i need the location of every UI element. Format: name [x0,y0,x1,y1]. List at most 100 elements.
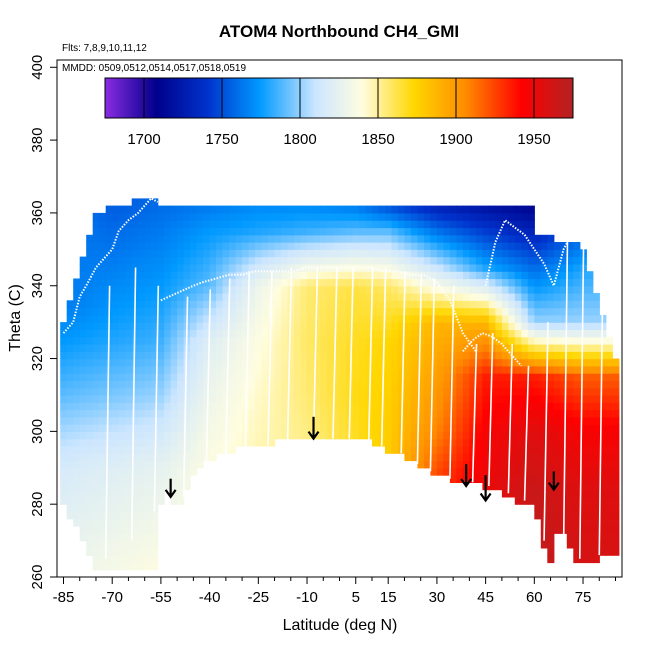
heat-cell [86,547,94,556]
heat-cell [443,205,451,214]
heat-cell [397,329,405,338]
heat-cell [359,380,367,389]
heat-cell [151,416,159,425]
heat-cell [495,431,503,440]
heat-cell [86,445,94,454]
heat-cell [605,424,613,432]
heat-cell [92,402,100,411]
heat-cell [274,293,282,301]
heat-cell [320,256,328,265]
heat-cell [242,278,250,287]
heat-cell [339,329,347,338]
heat-cell [248,212,256,221]
heat-cell [216,285,224,294]
heat-cell [326,278,334,287]
heat-cell [144,482,152,491]
heat-cell [157,467,165,476]
heat-cell [164,351,172,360]
heat-cell [514,387,522,396]
heat-cell [294,416,302,425]
heat-cell [612,496,620,505]
heat-cell [118,547,126,556]
heat-cell [177,475,185,483]
heat-cell [131,220,139,229]
heat-cell [346,307,354,316]
heat-cell [255,263,263,272]
heat-cell [320,293,328,301]
heat-cell [144,293,152,301]
heat-cell [553,526,561,534]
heat-cell [579,547,587,556]
y-tick-label: 380 [29,128,46,153]
heat-cell [410,431,418,440]
heat-cell [170,431,178,440]
heat-cell [131,387,139,396]
heat-cell [540,453,548,462]
heat-cell [385,387,393,396]
heat-cell [579,336,587,345]
heat-cell [125,467,133,476]
heat-cell [612,409,620,418]
heat-cell [404,263,412,272]
heat-cell [410,453,418,462]
heat-cell [138,234,146,243]
heat-cell [359,395,367,403]
heat-cell [540,395,548,403]
heat-cell [430,467,438,476]
heat-cell [255,336,263,345]
heat-cell [248,329,256,338]
heat-cell [495,351,503,360]
heat-cell [274,263,282,272]
heat-cell [592,365,600,374]
heat-cell [397,242,405,250]
heat-cell [553,358,561,367]
heat-cell [501,424,509,432]
heat-cell [527,205,535,214]
heat-cell [138,482,146,491]
heat-cell [242,322,250,330]
heat-cell [177,409,185,418]
heat-cell [92,526,100,534]
heat-cell [573,555,581,564]
heat-cell [573,263,581,272]
heat-cell [339,242,347,250]
heat-cell [540,351,548,360]
heat-cell [268,438,276,447]
heat-cell [235,285,243,294]
heat-cell [131,409,139,418]
heat-cell [79,293,87,301]
heat-cell [281,278,289,287]
heat-cell [138,533,146,542]
heat-cell [144,555,152,564]
heat-cell [183,402,191,411]
heat-cell [170,387,178,396]
heat-cell [488,271,496,280]
heat-cell [404,387,412,396]
heat-cell [60,409,68,418]
heat-cell [521,263,529,272]
heat-cell [190,256,198,265]
heat-cell [501,242,509,250]
heat-cell [456,329,464,338]
heat-cell [462,242,470,250]
heat-cell [553,285,561,294]
heat-cell [586,547,594,556]
heat-cell [92,467,100,476]
heat-cell [579,482,587,491]
heat-cell [462,314,470,323]
heat-cell [599,518,607,527]
heat-cell [86,409,94,418]
heat-cell [586,489,594,498]
heat-cell [385,249,393,258]
heat-cell [196,300,204,309]
heat-cell [294,365,302,374]
heat-cell [99,409,107,418]
heat-cell [404,293,412,301]
heat-cell [235,293,243,301]
heat-cell [547,424,555,432]
heat-cell [138,300,146,309]
heat-cell [313,380,321,389]
heat-cell [573,438,581,447]
heat-cell [475,212,483,221]
heat-cell [391,234,399,243]
